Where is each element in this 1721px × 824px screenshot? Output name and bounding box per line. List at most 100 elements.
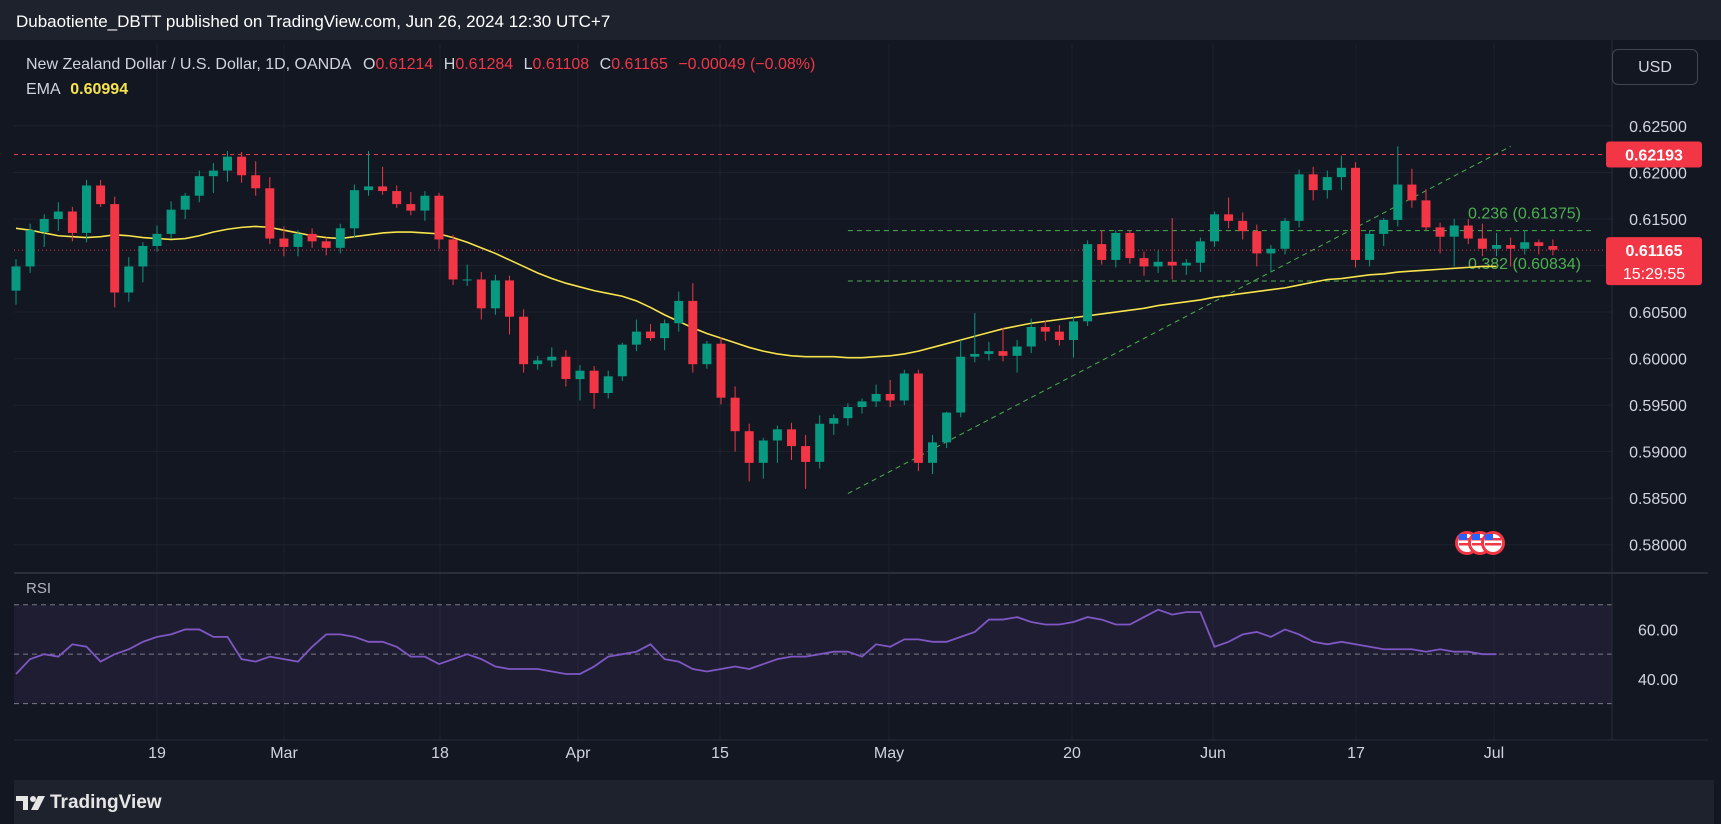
candle-body bbox=[307, 233, 317, 242]
candle-body bbox=[956, 356, 966, 413]
candle-body bbox=[251, 175, 261, 189]
candle-body bbox=[1393, 184, 1403, 220]
candle-body bbox=[984, 351, 994, 354]
candle-body bbox=[1336, 167, 1346, 178]
flag-canton bbox=[1485, 534, 1493, 540]
time-tick-label: 20 bbox=[1063, 745, 1081, 762]
candle-body bbox=[53, 211, 63, 219]
price-tick-label: 0.62000 bbox=[1629, 165, 1687, 182]
flag-stripe bbox=[1459, 543, 1475, 546]
footer-brand[interactable]: TradingView bbox=[50, 792, 162, 813]
rsi-tick-label: 60.00 bbox=[1638, 622, 1678, 639]
candle-body bbox=[787, 429, 796, 447]
candle-body bbox=[349, 190, 359, 229]
candle-body bbox=[1322, 177, 1332, 191]
candle-body bbox=[124, 266, 134, 293]
tradingview-logo-icon[interactable] bbox=[16, 794, 46, 812]
candle-body bbox=[970, 353, 980, 357]
candle-body bbox=[1181, 262, 1191, 266]
candle-body bbox=[533, 360, 543, 365]
candle-body bbox=[378, 186, 388, 192]
candle-body bbox=[321, 241, 331, 248]
candle-body bbox=[829, 418, 839, 424]
candle-body bbox=[279, 238, 289, 247]
candle-body bbox=[392, 191, 402, 205]
time-tick-label: 19 bbox=[148, 745, 166, 762]
time-tick-label: 15 bbox=[711, 745, 729, 762]
candle-body bbox=[815, 423, 825, 462]
candle-body bbox=[1435, 227, 1445, 237]
candle-body bbox=[166, 209, 176, 234]
rsi-band bbox=[14, 604, 1612, 704]
price-tick-label: 0.61500 bbox=[1629, 212, 1687, 229]
candle-body bbox=[293, 233, 303, 247]
time-tick-label: Mar bbox=[270, 745, 298, 762]
candle-body bbox=[237, 156, 247, 176]
candle-body bbox=[1449, 225, 1459, 237]
open-label: O bbox=[363, 56, 376, 73]
candle-body bbox=[998, 351, 1008, 356]
candle-body bbox=[476, 279, 486, 309]
ema-value: 0.60994 bbox=[70, 81, 129, 98]
flag-canton bbox=[1472, 534, 1480, 540]
candle-body bbox=[180, 195, 190, 210]
candle-body bbox=[194, 176, 204, 196]
rsi-tick-label: 40.00 bbox=[1638, 672, 1678, 689]
candle-body bbox=[1097, 244, 1107, 260]
time-tick-label: Apr bbox=[566, 745, 592, 762]
time-tick-label: Jul bbox=[1484, 745, 1504, 762]
us-flag-event-icon[interactable] bbox=[1481, 531, 1505, 555]
candle-body bbox=[716, 343, 726, 398]
candle-body bbox=[1040, 326, 1050, 332]
candle-body bbox=[801, 446, 811, 462]
candle-body bbox=[364, 186, 373, 191]
chart-frame[interactable] bbox=[14, 40, 1708, 778]
candle-body bbox=[1139, 258, 1149, 267]
countdown-label: 15:29:55 bbox=[1623, 266, 1685, 283]
candle-body bbox=[857, 401, 867, 407]
time-tick-label: 18 bbox=[431, 745, 449, 762]
high-value: 0.61284 bbox=[455, 56, 514, 73]
candle-body bbox=[913, 373, 923, 463]
price-tick-label: 0.58500 bbox=[1629, 491, 1687, 508]
candle-body bbox=[631, 331, 641, 345]
price-tick-label: 0.62500 bbox=[1629, 119, 1687, 136]
candle-body bbox=[688, 300, 698, 365]
candle-body bbox=[208, 170, 218, 177]
candle-body bbox=[462, 279, 472, 281]
symbol-name: New Zealand Dollar / U.S. Dollar, 1D, OA… bbox=[26, 56, 351, 73]
candle-body bbox=[1407, 184, 1417, 201]
candle-body bbox=[110, 204, 120, 293]
candle-body bbox=[744, 431, 754, 463]
last-price-badge bbox=[1606, 237, 1702, 286]
candle-body bbox=[603, 376, 613, 394]
candle-body bbox=[1421, 200, 1431, 228]
price-tick-label: 0.60500 bbox=[1629, 305, 1687, 322]
low-label: L bbox=[523, 56, 533, 73]
candle-body bbox=[1054, 331, 1064, 340]
candle-body bbox=[1026, 326, 1036, 347]
candle-body bbox=[1365, 233, 1375, 260]
candle-body bbox=[1351, 167, 1360, 260]
candle-body bbox=[589, 370, 599, 394]
candle-body bbox=[1266, 248, 1276, 254]
candle-body bbox=[11, 266, 21, 291]
candle-body bbox=[1534, 242, 1544, 246]
candle-body bbox=[1252, 231, 1262, 254]
candle-body bbox=[1153, 261, 1163, 267]
candle-body bbox=[490, 280, 500, 309]
candle-body bbox=[1224, 214, 1234, 221]
candle-body bbox=[420, 195, 430, 211]
close-value: 0.61165 bbox=[611, 56, 668, 73]
currency-button[interactable]: USD bbox=[1612, 49, 1698, 85]
price-tick-label: 0.59500 bbox=[1629, 398, 1687, 415]
last-price-label: 0.61165 bbox=[1626, 243, 1683, 260]
candle-body bbox=[434, 195, 444, 240]
candle-body bbox=[1294, 174, 1304, 221]
candle-body bbox=[1012, 346, 1022, 356]
resistance-price-label: 0.62193 bbox=[1625, 147, 1683, 164]
ema-line bbox=[15, 225, 1497, 359]
candle-body bbox=[1379, 219, 1389, 234]
candle-body bbox=[406, 204, 416, 211]
